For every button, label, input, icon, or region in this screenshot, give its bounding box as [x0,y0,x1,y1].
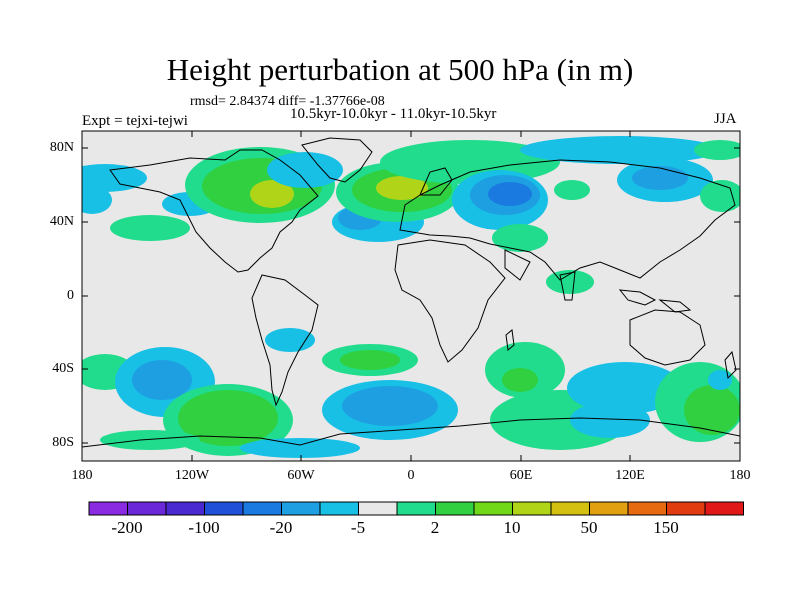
coastline [504,249,531,281]
contour-patch [488,182,532,206]
colorbar-label: 2 [430,518,440,537]
contour-patch [267,152,343,188]
contour-patch [100,430,200,450]
season-label: JJA [714,111,737,127]
contour-patch [546,270,594,294]
colorbar-box [704,501,744,516]
colorbar-box [204,501,244,516]
colorbar-box [512,501,552,516]
colorbar-label: 10 [503,518,521,537]
colorbar-box [589,501,629,516]
coastline [658,299,692,313]
lat-label-80n: 80N [49,140,74,155]
contour-patch [340,350,400,370]
contour-patch [178,390,278,446]
lon-label-120w: 120W [174,468,210,483]
experiment-label: Expt = tejxi-tejwi [82,113,188,129]
colorbar-box [473,501,513,516]
colorbar-box [358,501,398,516]
colorbar-label: 150 [653,518,679,537]
contour-patch [708,370,732,390]
lon-label-120e: 120E [615,468,645,483]
coastline [109,149,319,273]
colorbar-label: -100 [188,518,220,537]
stats-line: rmsd= 2.84374 diff= -1.37766e-08 [190,94,385,109]
lon-label-60e: 60E [509,468,533,483]
lat-label-0: 0 [67,288,74,303]
contour-patch [684,385,740,435]
contour-patch [554,180,590,200]
contour-patch [492,224,548,252]
coastline-layer [82,137,740,448]
lon-label-180w: 180 [71,468,93,483]
contour-patch [82,186,112,214]
lon-label-60w: 60W [287,468,315,483]
lat-label-40s: 40S [52,361,74,376]
colorbar-box [242,501,282,516]
contour-patch [567,362,683,414]
lon-label-0: 0 [407,468,415,483]
colorbar-box [666,501,706,516]
contour-patch [376,176,428,200]
coastline [419,167,453,196]
colorbar-box [319,501,359,516]
colorbar-label: 50 [580,518,598,537]
coastline [629,309,706,366]
coastline [301,137,373,183]
contour-patch [570,402,650,438]
contour-patch [250,180,294,208]
colorbar-box [550,501,590,516]
colorbar-box [396,501,436,516]
colorbar-box [165,501,205,516]
colorbar-label: -20 [269,518,293,537]
contour-patch [694,140,740,160]
coastline [399,159,736,281]
coastline [394,239,506,363]
coastline [559,271,576,301]
contour-patch [520,136,720,164]
colorbar-box [127,501,167,516]
coastline [82,417,740,448]
colorbar-box [281,501,321,516]
contour-patch [502,368,538,392]
periods-line: 10.5kyr-10.0kyr - 11.0kyr-10.5kyr [290,106,497,122]
colorbar-box [88,501,128,516]
contour-patch [82,164,147,192]
lat-label-40n: 40N [49,214,74,229]
coastline [505,329,515,351]
contour-patch [132,360,192,400]
contour-patch [265,328,315,352]
colorbar-box [627,501,667,516]
page-title: Height perturbation at 500 hPa (in m) [166,52,634,87]
contour-patch [240,438,360,458]
colorbar-label: -5 [350,518,366,537]
coastline [251,274,319,407]
coastline [724,350,737,380]
contour-fill-layer [82,136,740,458]
lat-label-80s: 80S [52,435,74,450]
colorbar-box [435,501,475,516]
contour-patch [342,386,438,426]
contour-patch [110,215,190,241]
axis-ticks [81,131,741,461]
lon-label-180e: 180 [729,468,751,483]
coastline [618,289,657,306]
colorbar-label: -200 [111,518,143,537]
